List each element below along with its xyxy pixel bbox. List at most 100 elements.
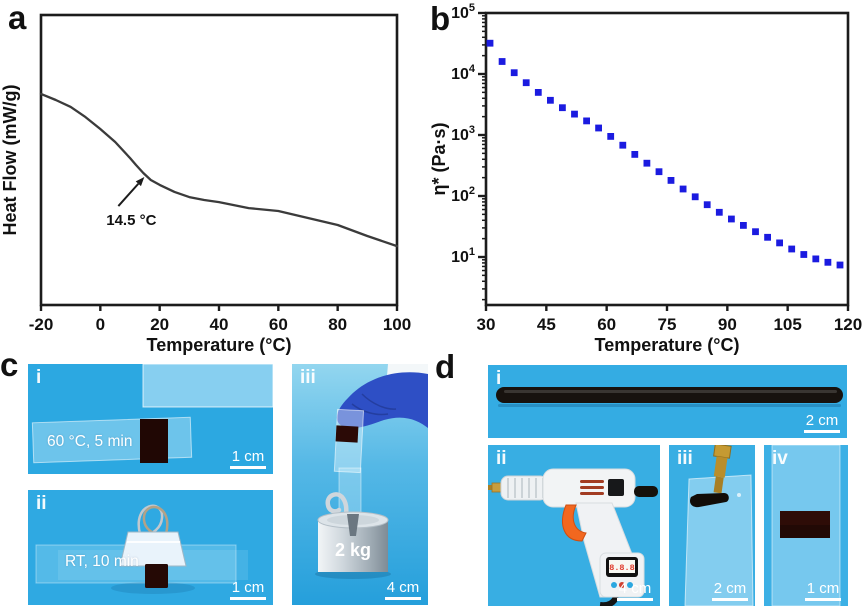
weight-mass-label: 2 kg <box>334 540 372 560</box>
panel-b-letter: b <box>430 0 451 37</box>
button-blue <box>611 582 617 588</box>
condition-caption: RT, 10 min <box>65 553 139 570</box>
svg-text:60: 60 <box>269 315 288 334</box>
scale-bar-label: 2 cm <box>805 412 839 429</box>
button-red <box>619 582 625 588</box>
scale-bar-line <box>805 598 841 601</box>
svg-text:0: 0 <box>96 315 105 334</box>
photo-d-iv-adhesive-patch: iv 1 cm <box>764 445 848 606</box>
scale-bar-label: 1 cm <box>231 579 265 596</box>
scale-bar-line <box>385 597 421 600</box>
adhesive-patch <box>335 425 359 443</box>
scale-bar-line <box>617 598 653 601</box>
nitrile-glove <box>336 372 428 429</box>
adhesive-patch <box>140 419 168 463</box>
subpanel-tag: i <box>36 367 42 388</box>
adhesive-patch <box>145 564 168 588</box>
scale-bar-line <box>712 598 748 601</box>
photo-c-iii-graphics <box>315 364 428 579</box>
svg-text:14.5 °C: 14.5 °C <box>106 212 156 229</box>
svg-text:105: 105 <box>451 2 475 22</box>
glass-slide <box>338 467 362 517</box>
scale-bar: 1 cm <box>230 580 266 600</box>
scale-bar: 1 cm <box>230 449 266 469</box>
reflection-dot <box>737 493 741 497</box>
svg-text:80: 80 <box>328 315 347 334</box>
scale-bar-label: 4 cm <box>386 579 420 596</box>
photo-d-i-graphics <box>496 387 843 407</box>
trigger <box>562 504 587 542</box>
svg-text:120: 120 <box>834 315 862 334</box>
scale-bar-label: 1 cm <box>231 448 265 465</box>
scale-bar: 1 cm <box>805 581 841 601</box>
condition-caption: 60 °C, 5 min <box>47 433 133 450</box>
scale-bar-line <box>804 430 840 433</box>
photo-c-ii-graphics <box>35 504 248 594</box>
svg-text:Heat Flow (mW/g): Heat Flow (mW/g) <box>0 85 20 236</box>
svg-text:102: 102 <box>451 185 475 205</box>
subpanel-tag: ii <box>36 493 47 514</box>
hook-base <box>347 514 359 536</box>
photo-d-ii-graphics: 8.8.8 <box>488 468 658 606</box>
glass-slide <box>684 474 754 606</box>
svg-text:60: 60 <box>597 315 616 334</box>
scale-bar-line <box>230 466 266 469</box>
subpanel-tag: iii <box>300 367 316 388</box>
scale-bar: 2 cm <box>712 581 748 601</box>
adhesive-patch <box>780 511 830 538</box>
svg-text:105: 105 <box>773 315 801 334</box>
panel-c-letter: c <box>0 346 19 383</box>
svg-text:30: 30 <box>477 315 496 334</box>
svg-text:90: 90 <box>718 315 737 334</box>
power-cord <box>599 595 619 606</box>
power-switch <box>608 479 624 496</box>
button-blue <box>627 582 633 588</box>
svg-text:Temperature (°C): Temperature (°C) <box>147 335 292 355</box>
svg-text:20: 20 <box>150 315 169 334</box>
svg-text:104: 104 <box>451 63 476 83</box>
svg-text:75: 75 <box>658 315 677 334</box>
subpanel-tag: iii <box>677 448 693 469</box>
photo-c-ii-binder-clip: ii RT, 10 min 1 cm <box>28 490 273 605</box>
glue-gun-nozzle-tip <box>488 485 493 490</box>
subpanel-tag: iv <box>772 448 788 469</box>
dsc-heat-flow-chart: -20 0 20 40 60 80 100 Temperature (°C) Heat Flow… <box>0 13 411 355</box>
complex-viscosity-chart: 30 45 60 75 90 105 120 101 102 103 104 105 Temperatu… <box>430 2 862 355</box>
subpanel-tag: i <box>496 368 502 389</box>
svg-text:45: 45 <box>537 315 556 334</box>
binder-clip-body <box>119 531 187 567</box>
svg-text:40: 40 <box>210 315 229 334</box>
panel-a-letter: a <box>8 0 27 36</box>
metal-hook <box>325 492 349 525</box>
brass-nozzle-fixture <box>713 445 732 494</box>
vent-stripes <box>580 480 604 495</box>
photo-c-i-graphics <box>31 364 273 464</box>
scale-bar: 4 cm <box>617 581 653 601</box>
scale-bar-label: 4 cm <box>618 580 652 597</box>
glue-stick <box>496 387 843 403</box>
subpanel-tag: ii <box>496 448 507 469</box>
svg-text:η* (Pa·s): η* (Pa·s) <box>430 122 449 195</box>
scale-bar: 4 cm <box>385 580 421 600</box>
photo-d-iii-dispensing: iii 2 cm <box>669 445 755 606</box>
loaded-glue-stick <box>634 486 658 497</box>
photo-d-i-glue-stick: i 2 cm <box>488 365 847 438</box>
svg-text:103: 103 <box>451 124 475 144</box>
adhesive-patch-shading <box>780 525 830 538</box>
photo-c-iii-weight-test: iii 2 kg 4 cm <box>292 364 428 605</box>
photo-d-iii-graphics <box>684 445 754 606</box>
scale-bar: 2 cm <box>804 413 840 433</box>
glass-slide <box>142 364 273 408</box>
svg-text:-20: -20 <box>29 315 54 334</box>
photo-d-iv-graphics <box>771 445 841 606</box>
svg-text:100: 100 <box>383 315 411 334</box>
display-readout: 8.8.8 <box>609 563 635 573</box>
photo-c-i-bonding-60C: i 60 °C, 5 min 1 cm <box>28 364 273 474</box>
glove-finger-creases <box>351 393 397 416</box>
scale-bar-line <box>230 597 266 600</box>
dispensed-adhesive-bead <box>689 493 729 508</box>
svg-text:101: 101 <box>451 246 475 266</box>
glue-stick-highlight <box>504 390 837 393</box>
display-screen <box>609 560 635 573</box>
